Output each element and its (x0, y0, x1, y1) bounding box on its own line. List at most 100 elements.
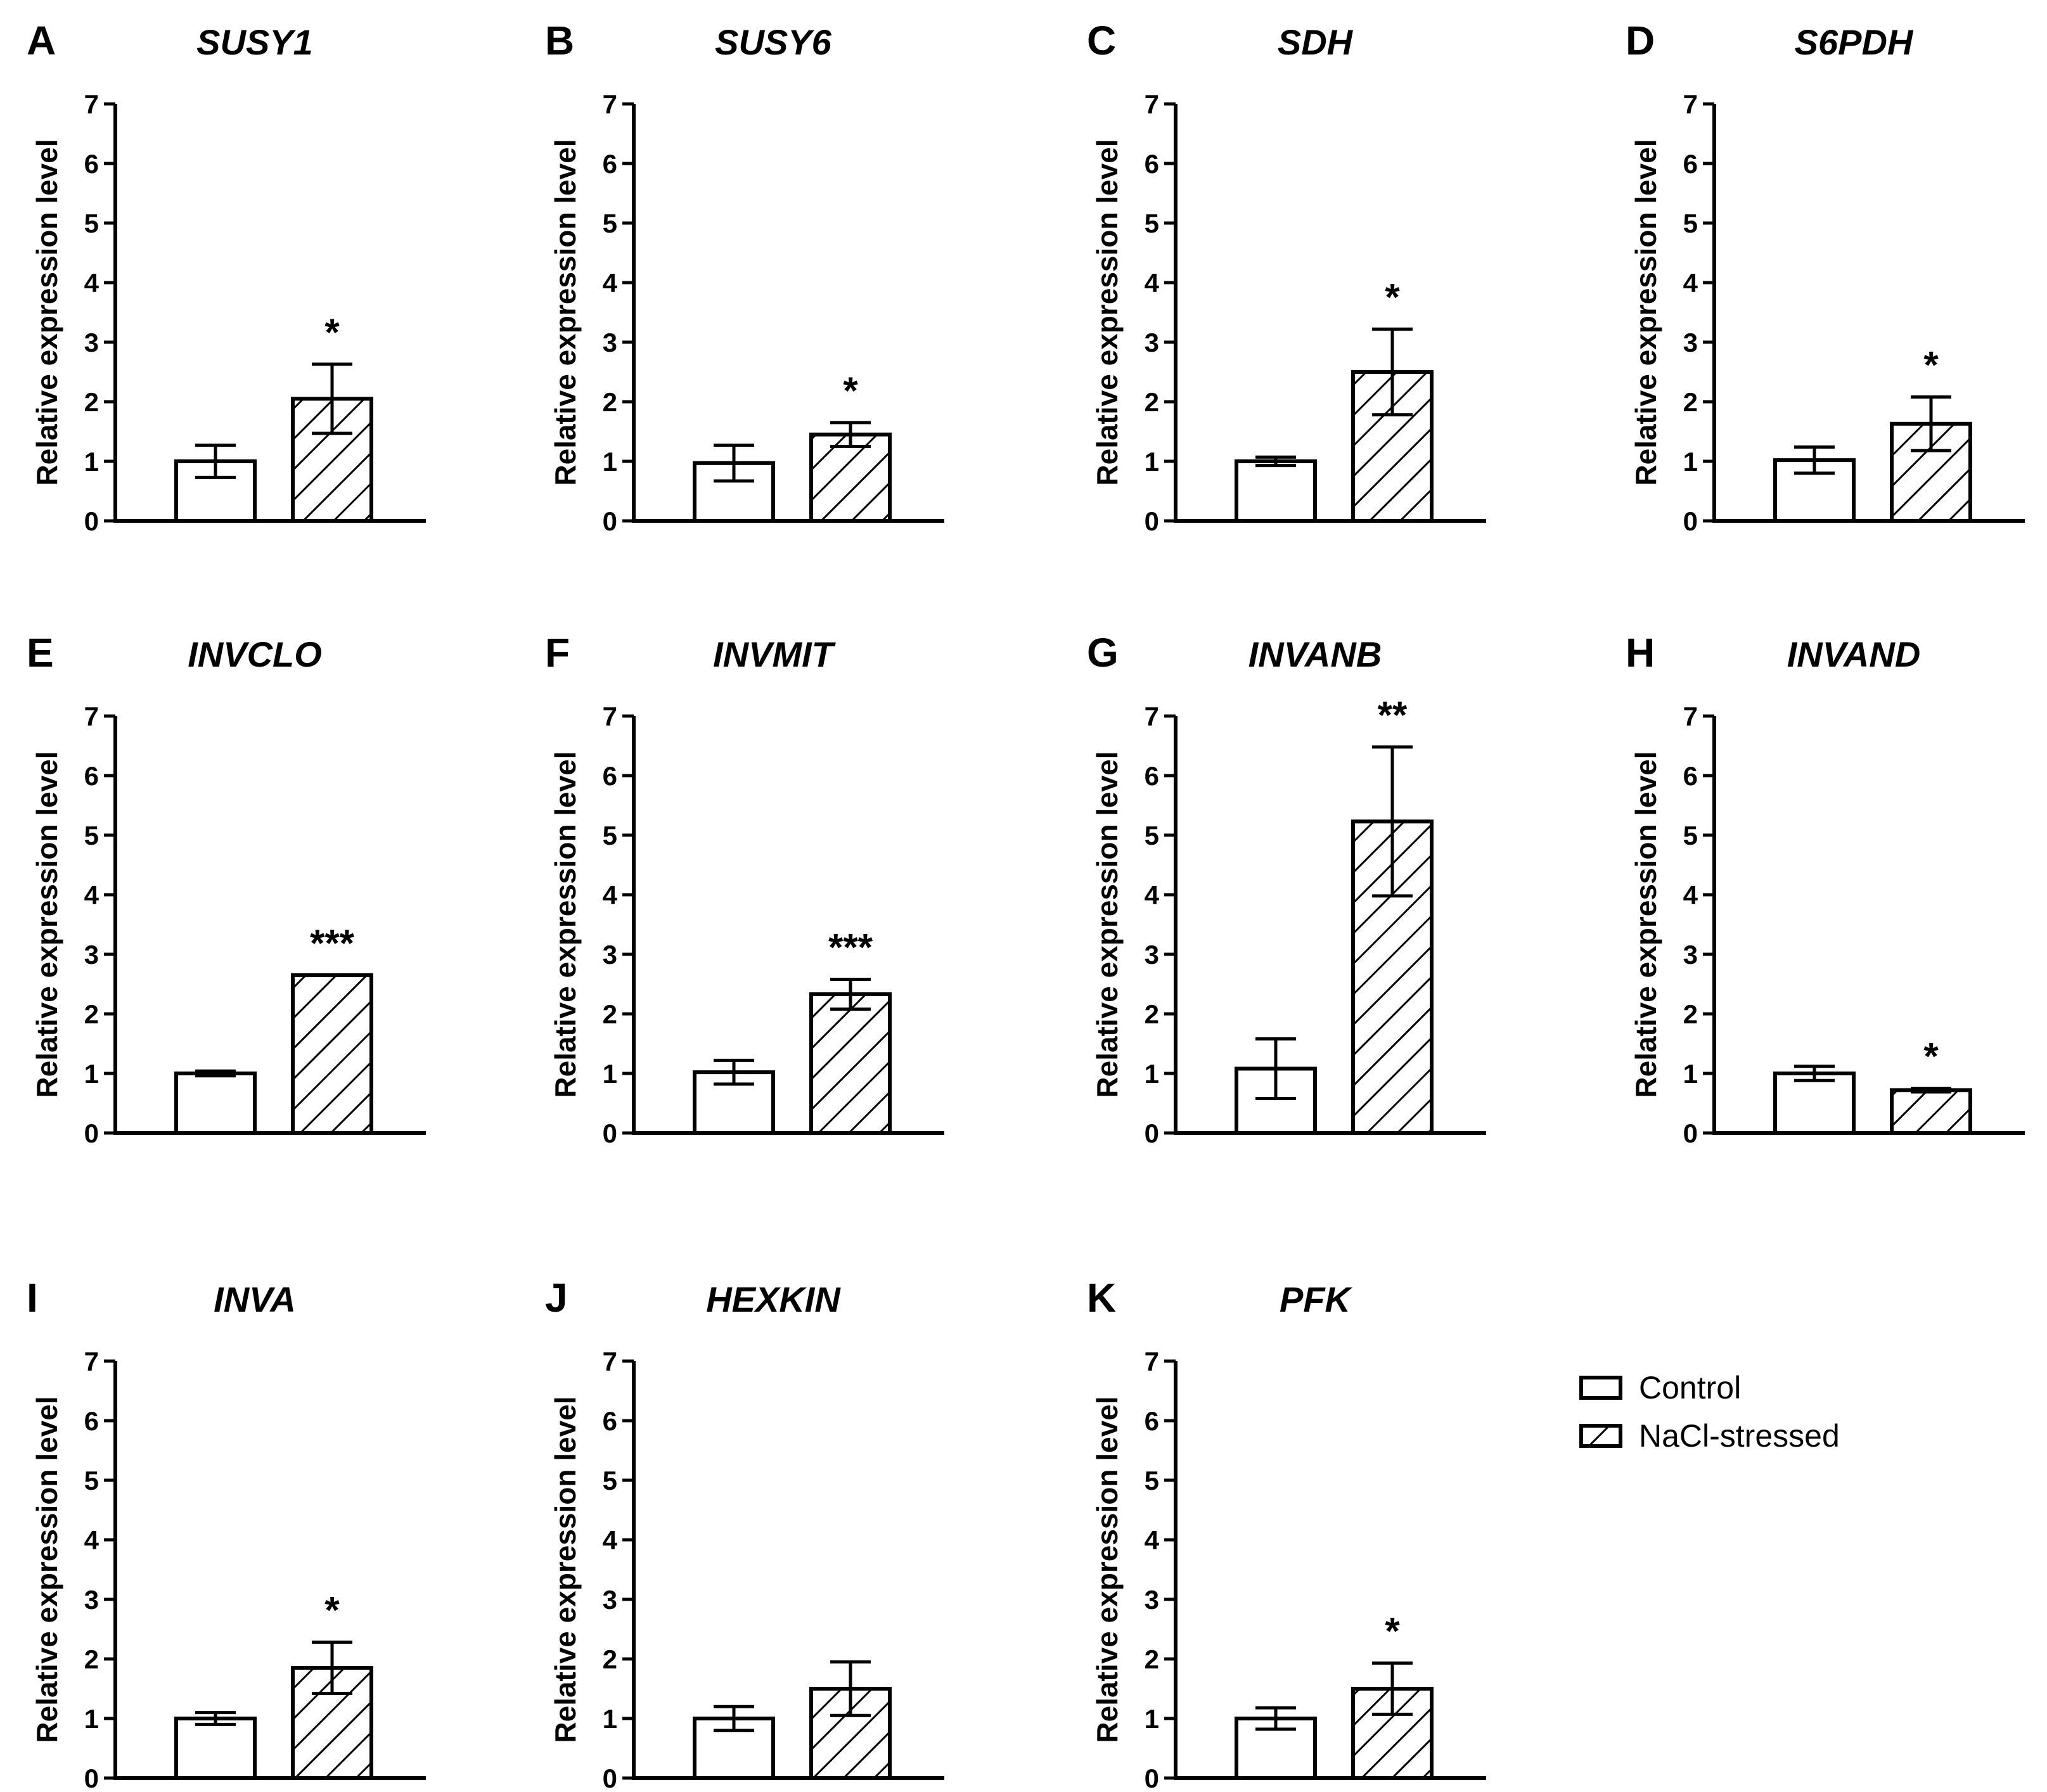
y-axis-label: Relative expression level (30, 751, 63, 1098)
y-tick-label: 5 (603, 208, 617, 238)
panel-letter: K (1087, 1275, 1116, 1321)
panel-letter: E (27, 630, 54, 675)
bar-control (693, 461, 775, 523)
y-tick-label: 1 (1683, 1059, 1698, 1089)
y-axis-label: Relative expression level (549, 1396, 582, 1743)
panel-g: G INVANB 0 1 2 3 4 5 6 7 Relative expression level… (1087, 630, 1486, 1148)
y-tick-label: 7 (1683, 701, 1698, 731)
y-tick-label: 5 (84, 1466, 99, 1495)
panel-title: INVANB (1248, 634, 1382, 674)
y-tick-label: 7 (603, 1347, 617, 1376)
significance-marker: * (1385, 276, 1400, 318)
y-tick-label: 6 (84, 149, 99, 179)
y-tick-label: 5 (603, 1466, 617, 1495)
y-tick-label: 6 (603, 1406, 617, 1436)
y-tick-label: 3 (603, 940, 617, 970)
y-tick-label: 1 (84, 1704, 99, 1734)
panel-letter: A (27, 18, 56, 63)
bar-control (174, 1717, 257, 1780)
y-tick-label: 0 (603, 1118, 617, 1148)
bar-control (1235, 1066, 1317, 1135)
y-tick-label: 6 (84, 1406, 99, 1436)
panel-letter: F (545, 630, 570, 675)
panel-title: HEXKIN (706, 1279, 841, 1319)
y-tick-label: 7 (1145, 89, 1159, 119)
legend-label-control: Control (1639, 1370, 1742, 1405)
y-tick-label: 7 (603, 701, 617, 731)
y-tick-label: 0 (1683, 1118, 1698, 1148)
panel-title: SUSY6 (715, 22, 831, 62)
panel-b: B SUSY6 0 1 2 3 4 5 6 7 Relative expression level * (545, 18, 944, 536)
y-tick-label: 3 (1145, 328, 1159, 357)
y-tick-label: 2 (1145, 1644, 1159, 1674)
panel-letter: H (1626, 630, 1655, 675)
y-tick-label: 5 (84, 821, 99, 850)
y-tick-label: 0 (84, 506, 99, 536)
y-axis-label: Relative expression level (1091, 1396, 1124, 1743)
y-tick-label: 6 (603, 761, 617, 791)
y-tick-label: 6 (1145, 761, 1159, 791)
legend-swatch-control (1579, 1376, 1622, 1400)
y-tick-label: 4 (603, 880, 618, 910)
legend-swatch-stressed (1579, 1424, 1622, 1448)
y-tick-label: 5 (1683, 821, 1698, 850)
significance-marker: * (1923, 1035, 1939, 1078)
y-axis-label: Relative expression level (30, 139, 63, 485)
panel-letter: I (27, 1275, 38, 1321)
panel-f: F INVMIT 0 1 2 3 4 5 6 7 Relative expression level… (545, 630, 944, 1148)
y-tick-label: 7 (1145, 1347, 1159, 1376)
bar-control (1773, 1072, 1856, 1135)
y-tick-label: 4 (1683, 880, 1698, 910)
y-tick-label: 6 (1145, 149, 1159, 179)
y-tick-label: 7 (1145, 701, 1159, 731)
panel-e: E INVCLO 0 1 2 3 4 5 6 7 Relative expression level… (27, 630, 426, 1148)
panel-title: SUSY1 (196, 22, 313, 62)
bar-nacl-stressed (809, 992, 892, 1135)
y-tick-label: 1 (1145, 1059, 1159, 1089)
panel-title: SDH (1278, 22, 1354, 62)
y-tick-label: 4 (84, 880, 99, 910)
y-tick-label: 2 (1145, 999, 1159, 1029)
y-tick-label: 7 (84, 1347, 99, 1376)
y-tick-label: 3 (1145, 1585, 1159, 1615)
panel-d: D S6PDH 0 1 2 3 4 5 6 7 Relative expression level * (1626, 18, 2025, 536)
y-tick-label: 3 (1683, 940, 1698, 970)
bar-control (1235, 459, 1317, 523)
y-tick-label: 1 (603, 1059, 617, 1089)
panel-letter: C (1087, 18, 1116, 63)
significance-marker: * (1385, 1610, 1400, 1653)
panel-title: INVMIT (713, 634, 837, 674)
panel-j: J HEXKIN 0 1 2 3 4 5 6 7 Relative expression level (545, 1275, 944, 1792)
y-tick-label: 7 (1683, 89, 1698, 119)
y-axis-label: Relative expression level (549, 139, 582, 485)
panel-letter: G (1087, 630, 1119, 675)
legend: Control NaCl-stressed (1579, 1369, 1960, 1457)
y-axis-label: Relative expression level (1629, 139, 1662, 485)
y-tick-label: 0 (84, 1763, 99, 1792)
y-tick-label: 4 (1145, 880, 1160, 910)
y-axis-label: Relative expression level (1091, 139, 1124, 485)
y-tick-label: 5 (84, 208, 99, 238)
y-tick-label: 0 (1683, 506, 1698, 536)
panel-c: C SDH 0 1 2 3 4 5 6 7 Relative expression level * (1087, 18, 1486, 536)
y-tick-label: 6 (84, 761, 99, 791)
y-tick-label: 2 (1683, 999, 1698, 1029)
y-tick-label: 3 (84, 1585, 99, 1615)
y-tick-label: 4 (603, 1525, 618, 1555)
y-axis-label: Relative expression level (1091, 751, 1124, 1098)
panel-k: K PFK 0 1 2 3 4 5 6 7 Relative expression level * (1087, 1275, 1486, 1792)
bar-nacl-stressed (1890, 1088, 1972, 1135)
y-tick-label: 5 (603, 821, 617, 850)
y-tick-label: 1 (603, 1704, 617, 1734)
panel-letter: B (545, 18, 574, 63)
legend-item-control: Control (1579, 1369, 1741, 1407)
y-tick-label: 2 (84, 999, 99, 1029)
y-tick-label: 2 (603, 999, 617, 1029)
significance-marker: *** (310, 922, 355, 964)
y-tick-label: 4 (603, 268, 618, 298)
y-tick-label: 2 (1683, 387, 1698, 417)
significance-marker: * (1923, 343, 1939, 386)
y-tick-label: 2 (1145, 387, 1159, 417)
legend-item-stressed: NaCl-stressed (1579, 1417, 1840, 1455)
